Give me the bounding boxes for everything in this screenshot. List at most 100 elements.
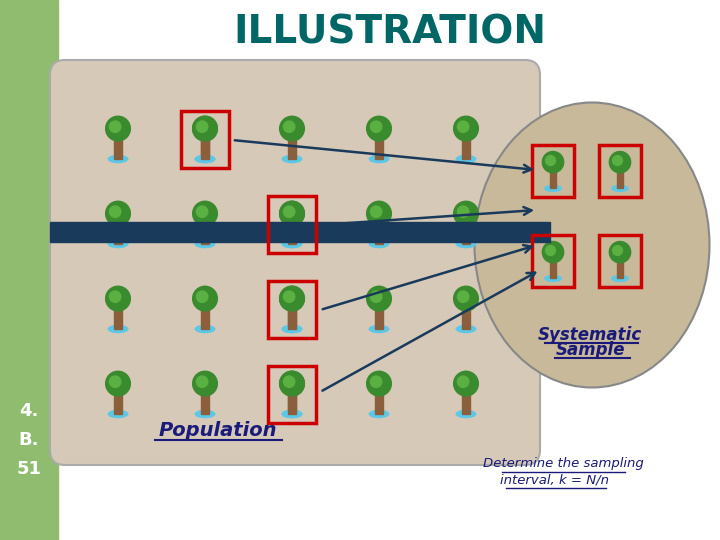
- Circle shape: [284, 376, 295, 387]
- Bar: [375, 300, 383, 329]
- Circle shape: [109, 291, 121, 302]
- Circle shape: [279, 372, 305, 396]
- Circle shape: [457, 376, 469, 387]
- Circle shape: [284, 376, 295, 387]
- Circle shape: [279, 286, 305, 311]
- Bar: [50, 222, 550, 242]
- Bar: [288, 386, 296, 414]
- Ellipse shape: [544, 275, 562, 282]
- Circle shape: [454, 372, 478, 396]
- Bar: [0, 0, 58, 540]
- Circle shape: [284, 206, 295, 218]
- Text: interval, k = N/n: interval, k = N/n: [500, 474, 610, 487]
- Circle shape: [193, 116, 217, 141]
- Circle shape: [109, 206, 121, 218]
- Bar: [201, 131, 209, 159]
- Circle shape: [284, 206, 295, 218]
- Circle shape: [106, 201, 130, 226]
- Text: Sample: Sample: [555, 341, 625, 359]
- Ellipse shape: [282, 325, 302, 333]
- Bar: [462, 131, 470, 159]
- Ellipse shape: [282, 240, 302, 248]
- Circle shape: [106, 286, 130, 311]
- Ellipse shape: [456, 325, 477, 333]
- Circle shape: [197, 206, 208, 218]
- Circle shape: [193, 201, 217, 226]
- Circle shape: [109, 121, 121, 132]
- Ellipse shape: [194, 325, 215, 333]
- Bar: [201, 300, 209, 329]
- Circle shape: [454, 116, 478, 141]
- Circle shape: [197, 121, 208, 132]
- Bar: [288, 215, 296, 244]
- Circle shape: [366, 201, 392, 226]
- Ellipse shape: [611, 275, 629, 282]
- Circle shape: [371, 291, 382, 302]
- Bar: [375, 386, 383, 414]
- Circle shape: [197, 291, 208, 302]
- Circle shape: [371, 121, 382, 132]
- Ellipse shape: [369, 240, 390, 248]
- Bar: [114, 386, 122, 414]
- Circle shape: [366, 116, 392, 141]
- Circle shape: [609, 152, 631, 173]
- Circle shape: [546, 156, 555, 165]
- Bar: [462, 386, 470, 414]
- Bar: [114, 215, 122, 244]
- Circle shape: [197, 376, 208, 387]
- Circle shape: [109, 376, 121, 387]
- Circle shape: [609, 241, 631, 263]
- Circle shape: [279, 372, 305, 396]
- Circle shape: [457, 206, 469, 218]
- Circle shape: [193, 372, 217, 396]
- Circle shape: [454, 286, 478, 311]
- FancyBboxPatch shape: [50, 60, 540, 465]
- Bar: [201, 386, 209, 414]
- Bar: [288, 300, 296, 329]
- Bar: [288, 131, 296, 159]
- Ellipse shape: [194, 240, 215, 248]
- Bar: [114, 131, 122, 159]
- Circle shape: [457, 291, 469, 302]
- Bar: [288, 300, 296, 329]
- Circle shape: [106, 116, 130, 141]
- Circle shape: [454, 201, 478, 226]
- Ellipse shape: [107, 325, 128, 333]
- Circle shape: [542, 241, 564, 263]
- Circle shape: [613, 246, 623, 255]
- Circle shape: [284, 291, 295, 302]
- Circle shape: [193, 286, 217, 311]
- Circle shape: [371, 376, 382, 387]
- Bar: [201, 215, 209, 244]
- Ellipse shape: [282, 410, 302, 418]
- Bar: [375, 215, 383, 244]
- Ellipse shape: [282, 410, 302, 418]
- Circle shape: [371, 206, 382, 218]
- Text: ILLUSTRATION: ILLUSTRATION: [233, 14, 546, 52]
- Circle shape: [284, 121, 295, 132]
- Circle shape: [457, 121, 469, 132]
- Bar: [550, 254, 557, 279]
- Circle shape: [284, 291, 295, 302]
- Ellipse shape: [282, 325, 302, 333]
- Bar: [617, 164, 624, 188]
- Ellipse shape: [282, 155, 302, 163]
- Circle shape: [193, 116, 217, 141]
- Circle shape: [542, 152, 564, 173]
- Circle shape: [546, 246, 555, 255]
- Bar: [288, 215, 296, 244]
- Ellipse shape: [456, 410, 477, 418]
- Ellipse shape: [194, 155, 215, 163]
- Ellipse shape: [194, 155, 215, 163]
- Ellipse shape: [544, 185, 562, 192]
- Ellipse shape: [611, 185, 629, 192]
- Circle shape: [106, 372, 130, 396]
- Circle shape: [279, 201, 305, 226]
- Bar: [114, 300, 122, 329]
- Circle shape: [279, 116, 305, 141]
- Bar: [617, 254, 624, 279]
- Ellipse shape: [107, 240, 128, 248]
- Ellipse shape: [282, 240, 302, 248]
- Bar: [462, 215, 470, 244]
- Ellipse shape: [369, 325, 390, 333]
